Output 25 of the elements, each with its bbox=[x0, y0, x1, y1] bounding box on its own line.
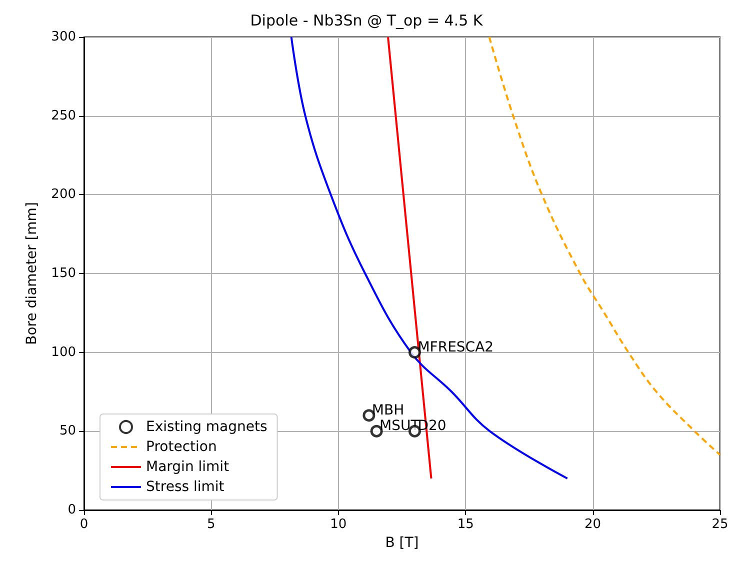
x-tick-label: 25 bbox=[712, 517, 728, 532]
point bbox=[408, 346, 421, 359]
x-tick-label: 0 bbox=[80, 517, 88, 532]
y-tick-label: 300 bbox=[51, 30, 76, 44]
annotation: MBH bbox=[372, 402, 404, 418]
legend-label: Existing magnets bbox=[146, 419, 268, 435]
line-series bbox=[290, 36, 568, 480]
y-tick-label: 50 bbox=[59, 424, 76, 439]
legend-label: Stress limit bbox=[146, 479, 225, 495]
legend-label: Margin limit bbox=[146, 459, 230, 475]
x-tick-label: 15 bbox=[457, 517, 474, 532]
y-axis-title: Bore diameter [mm] bbox=[24, 202, 40, 345]
y-tick-label: 0 bbox=[68, 502, 76, 518]
y-tick-label: 250 bbox=[51, 108, 76, 124]
y-tick-label: 150 bbox=[51, 266, 76, 281]
x-axis-title: B [T] bbox=[385, 535, 419, 551]
x-tick-label: 20 bbox=[584, 517, 602, 532]
annotation: MSUT bbox=[380, 418, 420, 434]
y-tick-label: 100 bbox=[51, 344, 76, 360]
x-tick-label: 10 bbox=[330, 517, 347, 532]
legend-label: Protection bbox=[146, 439, 217, 455]
y-tick-label: 200 bbox=[51, 187, 76, 202]
annotation: MFRESCA2 bbox=[418, 339, 494, 356]
x-tick-label: 5 bbox=[207, 517, 216, 532]
chart-title: Dipole - Nb3Sn @ T_op = 4.5 K bbox=[250, 12, 484, 30]
